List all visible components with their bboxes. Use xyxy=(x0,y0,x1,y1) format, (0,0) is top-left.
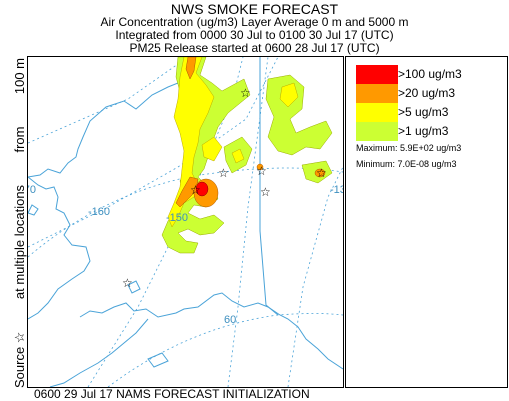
smoke-plumes xyxy=(161,57,333,254)
legend-swatch xyxy=(356,122,398,141)
meridian-line xyxy=(28,57,189,144)
smoke-plume-dense xyxy=(195,181,209,197)
smoke-plume-heavy xyxy=(256,163,264,171)
legend-label: >20 ug/m3 xyxy=(398,86,456,100)
legend-label: >100 ug/m3 xyxy=(398,67,462,81)
source-markers: ☆ ☆ ☆ ☆ ☆ ☆ ☆ xyxy=(122,86,327,290)
smoke-plume-heavy xyxy=(185,57,197,80)
smoke-plume-light xyxy=(265,74,333,156)
lon-label-130: -130 xyxy=(330,184,343,196)
legend-minimum: Minimum: 7.0E-08 ug/m3 xyxy=(356,159,457,169)
legend-item-20: >20 ug/m3 xyxy=(356,84,496,103)
legend-item-5: >5 ug/m3 xyxy=(356,103,496,122)
source-star-icon: ☆ xyxy=(218,166,229,180)
smoke-map: ☆ ☆ ☆ ☆ ☆ ☆ ☆ -170 -160 -150 -130 60 xyxy=(27,56,344,388)
legend-item-100: >100 ug/m3 xyxy=(356,65,496,84)
lon-label-170: -170 xyxy=(28,184,36,196)
coastline-path xyxy=(28,57,343,387)
legend-label: >5 ug/m3 xyxy=(398,105,449,119)
legend-label: >1 ug/m3 xyxy=(398,124,449,138)
legend-swatch xyxy=(356,84,398,103)
meridian-line xyxy=(287,166,343,387)
island-line xyxy=(147,352,169,368)
island-line xyxy=(127,280,141,294)
map-canvas: ☆ ☆ ☆ ☆ ☆ ☆ ☆ -170 -160 -150 -130 60 xyxy=(28,57,343,387)
lat-label-60: 60 xyxy=(224,314,236,326)
source-label: Source ☆ xyxy=(12,331,27,388)
release-start: PM25 Release started at 0600 28 Jul 17 (… xyxy=(129,41,380,55)
lon-label-150: -150 xyxy=(166,212,188,224)
legend-item-1: >1 ug/m3 xyxy=(356,122,496,141)
source-star-icon: ☆ xyxy=(190,183,201,197)
island-line xyxy=(28,204,39,216)
legend-swatch xyxy=(356,103,398,122)
integration-period: Integrated from 0000 30 Jul to 0100 30 J… xyxy=(115,28,394,42)
height-label: 100 m xyxy=(12,58,27,95)
legend-maximum: Maximum: 5.9E+02 ug/m3 xyxy=(356,143,462,153)
meridian-line xyxy=(28,57,279,248)
smoke-plume-heavy xyxy=(314,168,326,178)
source-star-icon: ☆ xyxy=(260,185,271,199)
forecast-initialization-footer: 0600 29 Jul 17 NAMS FORECAST INITIALIZAT… xyxy=(34,387,310,401)
source-side-label: Source ☆ at multiple locations from 100 … xyxy=(0,56,27,388)
canada-border-line xyxy=(259,57,279,316)
source-star-icon: ☆ xyxy=(256,164,267,178)
meridian-line xyxy=(227,57,269,387)
from-label: from xyxy=(12,126,27,153)
source-star-icon: ☆ xyxy=(240,86,251,100)
legend-swatch xyxy=(356,65,398,84)
smoke-plume-medium xyxy=(231,148,245,164)
smoke-plume-medium xyxy=(279,82,299,108)
source-star-icon: ☆ xyxy=(316,166,327,180)
forecast-title: NWS SMOKE FORECAST xyxy=(170,1,339,17)
smoke-plume-heavy xyxy=(175,176,199,208)
coastline xyxy=(28,57,343,387)
locations-label: at multiple locations xyxy=(12,184,27,300)
concentration-legend: >100 ug/m3 >20 ug/m3 >5 ug/m3 >1 ug/m3 M… xyxy=(345,56,508,388)
concentration-subtitle: Air Concentration (ug/m3) Layer Average … xyxy=(100,15,409,29)
smoke-plume-medium xyxy=(201,136,223,162)
lon-label-160: -160 xyxy=(88,206,110,218)
source-star-icon: ☆ xyxy=(122,276,133,290)
